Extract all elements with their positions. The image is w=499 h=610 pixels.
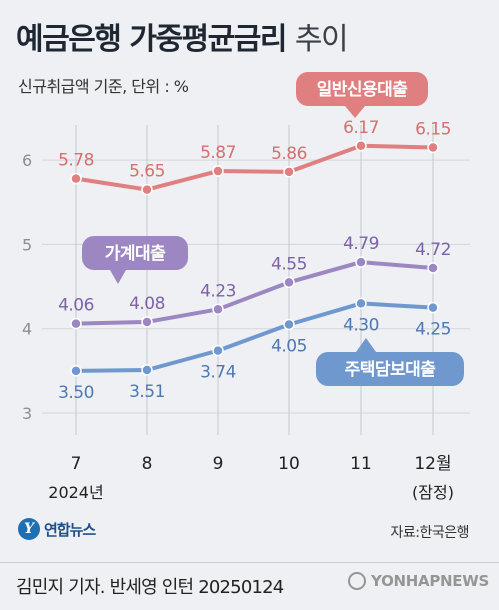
data-label: 5.87: [200, 143, 236, 163]
source-note: 자료:한국은행: [390, 525, 470, 541]
legend-label-2: 주택담보대출: [345, 360, 437, 380]
logo-text: 연합뉴스: [44, 520, 96, 539]
data-label: 5.78: [58, 151, 94, 171]
data-label: 3.50: [58, 383, 94, 403]
yonhap-logo-icon: Y: [18, 518, 40, 540]
data-point: [283, 166, 295, 178]
data-point: [427, 262, 439, 274]
watermark: YONHAPNEWS: [348, 572, 489, 590]
data-label: 6.17: [343, 118, 379, 138]
series-line-2: [75, 301, 434, 373]
data-point: [283, 276, 295, 289]
legend-label-0: 일반신용대출: [317, 80, 409, 100]
data-point: [70, 172, 82, 185]
title-bold: 예금은행 가중평균금리: [16, 22, 287, 57]
data-point: [355, 297, 367, 310]
legend-callout-tail-1: [110, 270, 126, 284]
data-point: [283, 318, 295, 331]
data-point: [427, 141, 439, 154]
data-point: [70, 317, 82, 330]
data-point: [212, 303, 224, 316]
chart-title: 예금은행 가중평균금리 추이: [16, 14, 349, 58]
data-point: [355, 256, 367, 268]
data-point: [70, 365, 82, 377]
data-label: 6.15: [415, 119, 451, 139]
data-label: 4.08: [129, 294, 165, 314]
x-tick-label: 8: [142, 454, 153, 474]
data-point: [212, 165, 224, 177]
watermark-text: YONHAPNEWS: [371, 572, 489, 590]
line-chart: 3 4 5 6 7 2024년 8 9 10 11 12월 (잠정) 5.78 5.65 5.87 5.86 6…: [22, 72, 470, 502]
legend-callout-tail-0: [345, 106, 365, 118]
x-tick-label: 11: [350, 454, 372, 474]
legend-callout-0: [296, 72, 428, 106]
data-point: [141, 316, 153, 328]
series-line-0: [75, 143, 434, 192]
y-tick-label: 5: [22, 235, 32, 254]
watermark-icon: [348, 572, 367, 590]
credit-line: 김민지 기자. 반세영 인턴 20250124: [16, 577, 284, 598]
data-label: 4.05: [271, 336, 307, 356]
y-tick-label: 6: [22, 151, 32, 170]
yonhap-logo: Y 연합뉴스: [18, 518, 96, 540]
y-tick-label: 4: [22, 320, 32, 339]
data-point: [141, 364, 153, 376]
legend-callout-1: [82, 236, 188, 270]
data-label: 3.74: [200, 363, 236, 383]
footer-divider: [0, 562, 499, 563]
x-tick-sublabel: (잠정): [412, 483, 454, 502]
y-tick-label: 3: [22, 404, 32, 423]
title-light: 추이: [294, 22, 349, 57]
legend-callout-tail-2: [356, 338, 376, 352]
chart-subtitle: 신규취급액 기준, 단위 : %: [18, 77, 189, 96]
data-label: 4.25: [415, 320, 451, 340]
data-label: 4.55: [271, 254, 307, 274]
data-label: 5.86: [271, 144, 307, 164]
data-point: [141, 183, 153, 196]
x-tick-label: 9: [213, 454, 224, 474]
x-tick-sublabel: 2024년: [48, 483, 103, 502]
data-label: 4.23: [200, 281, 236, 301]
data-label: 4.06: [58, 296, 94, 316]
data-point: [427, 301, 439, 314]
data-point: [212, 344, 224, 357]
series-line-1: [75, 260, 434, 326]
x-tick-label: 12월: [414, 454, 451, 474]
x-tick-label: 10: [278, 454, 300, 474]
data-label: 4.72: [415, 240, 451, 260]
data-label: 3.51: [129, 382, 165, 402]
data-label: 4.79: [343, 234, 379, 254]
x-tick-label: 7: [71, 454, 82, 474]
legend-callout-2: [316, 352, 464, 386]
data-point: [355, 140, 367, 152]
data-label: 4.30: [343, 315, 379, 335]
data-label: 5.65: [129, 162, 165, 182]
legend-label-1: 가계대출: [105, 244, 166, 264]
